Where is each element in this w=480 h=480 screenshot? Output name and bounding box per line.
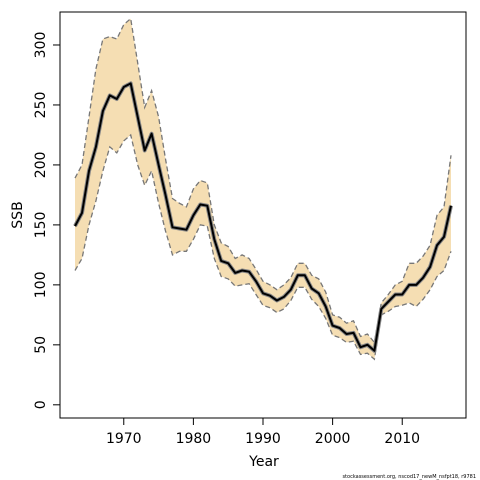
x-tick-label: 2010 [384,431,420,447]
y-tick-label: 200 [33,152,49,179]
y-tick-label: 300 [33,32,49,59]
x-tick-label: 1970 [106,431,142,447]
x-tick-label: 1980 [176,431,212,447]
x-tick-label: 2000 [315,431,351,447]
x-axis-label: Year [248,454,279,470]
y-tick-label: 250 [33,92,49,119]
estimate-line [74,82,452,352]
bound-line [74,17,452,344]
y-axis-label: SSB [10,201,26,228]
y-tick-label: 50 [33,336,49,354]
y-tick-label: 150 [33,212,49,239]
y-tick-label: 0 [33,400,49,409]
x-tick-label: 1990 [245,431,281,447]
confidence-band [75,18,451,360]
bound-line [74,133,452,361]
y-tick-label: 100 [33,271,49,298]
footnote: stockassessment.org, nscod17_newM_nsfpt1… [342,474,476,480]
